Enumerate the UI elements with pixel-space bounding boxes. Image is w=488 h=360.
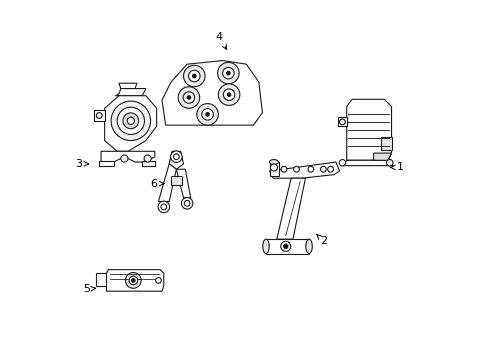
Circle shape [155, 278, 161, 283]
Text: 5: 5 [83, 284, 96, 294]
Ellipse shape [269, 159, 278, 165]
Polygon shape [96, 273, 106, 286]
Polygon shape [101, 151, 155, 162]
Circle shape [202, 109, 213, 120]
Polygon shape [99, 161, 113, 166]
Polygon shape [162, 60, 262, 125]
Circle shape [222, 67, 234, 79]
Polygon shape [176, 169, 190, 198]
Circle shape [192, 74, 196, 78]
Polygon shape [169, 151, 183, 169]
Polygon shape [94, 110, 104, 121]
Polygon shape [265, 239, 308, 253]
Circle shape [386, 159, 392, 166]
Polygon shape [171, 176, 182, 185]
Polygon shape [337, 117, 346, 126]
Circle shape [184, 201, 190, 206]
Polygon shape [119, 83, 137, 89]
Circle shape [131, 279, 135, 282]
Circle shape [183, 92, 194, 103]
Circle shape [144, 155, 151, 162]
Circle shape [188, 70, 200, 82]
Circle shape [129, 276, 137, 285]
Text: 2: 2 [316, 234, 326, 246]
Ellipse shape [305, 239, 312, 253]
Text: 1: 1 [390, 162, 403, 172]
Text: 4: 4 [215, 32, 226, 49]
Circle shape [339, 159, 345, 166]
Circle shape [293, 166, 299, 172]
Polygon shape [106, 270, 163, 291]
Circle shape [111, 101, 150, 140]
Polygon shape [142, 161, 155, 166]
Circle shape [280, 241, 290, 251]
Circle shape [121, 155, 128, 162]
Polygon shape [343, 160, 392, 166]
Circle shape [187, 96, 190, 99]
Circle shape [122, 113, 139, 129]
Circle shape [170, 151, 182, 162]
Polygon shape [269, 162, 278, 176]
Circle shape [117, 107, 144, 134]
Polygon shape [115, 89, 145, 96]
Circle shape [181, 198, 192, 209]
Circle shape [227, 93, 230, 96]
Polygon shape [380, 137, 391, 149]
Circle shape [218, 84, 239, 105]
Text: 3: 3 [75, 159, 88, 169]
Circle shape [320, 166, 325, 172]
Circle shape [158, 201, 169, 213]
Circle shape [183, 65, 204, 87]
Circle shape [125, 273, 141, 288]
Circle shape [217, 62, 239, 84]
Polygon shape [158, 164, 176, 202]
Circle shape [127, 117, 134, 125]
Circle shape [161, 204, 166, 210]
Polygon shape [269, 162, 339, 178]
Circle shape [223, 89, 234, 100]
Circle shape [96, 113, 102, 118]
Circle shape [281, 166, 286, 172]
Polygon shape [276, 178, 305, 239]
Circle shape [327, 166, 333, 172]
Polygon shape [104, 96, 156, 151]
Circle shape [173, 154, 179, 159]
Circle shape [339, 119, 345, 125]
Polygon shape [346, 99, 391, 160]
Polygon shape [373, 153, 391, 160]
Ellipse shape [262, 239, 269, 253]
Circle shape [270, 164, 277, 171]
Circle shape [283, 244, 287, 248]
Circle shape [205, 113, 209, 116]
Circle shape [178, 87, 199, 108]
Circle shape [226, 71, 230, 75]
Circle shape [307, 166, 313, 172]
Text: 6: 6 [150, 179, 163, 189]
Circle shape [196, 104, 218, 125]
